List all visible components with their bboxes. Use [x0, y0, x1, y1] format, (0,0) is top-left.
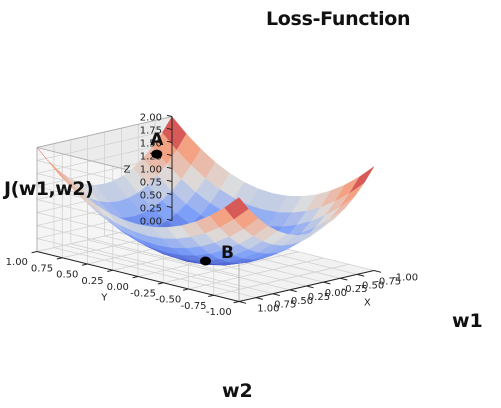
y-tick-mark [81, 263, 88, 266]
y-tick-mark [233, 301, 240, 304]
x-tick-mark [373, 270, 382, 273]
x-tick-mark [255, 297, 264, 300]
chart-title: Loss-Function [266, 8, 411, 30]
z-tick-mark [166, 153, 173, 156]
z-tick-mark [166, 166, 173, 169]
z-tick-mark [166, 127, 173, 130]
z-tick-mark [166, 179, 173, 182]
y-tick-label: 0.00 [107, 282, 129, 293]
y-tick-label: 1.00 [6, 257, 28, 268]
y-axis-annotation: w2 [222, 380, 253, 402]
z-tick-label: 1.25 [140, 152, 162, 163]
y-tick-mark [107, 269, 113, 272]
point-a-marker [151, 149, 163, 159]
x-axis-annotation: w1 [452, 310, 483, 332]
x-tick-label: 0.50 [291, 296, 313, 307]
surface-facet [349, 166, 375, 193]
grid-line-z-side [36, 238, 240, 289]
z-tick-label: 1.00 [140, 165, 162, 176]
y-tick-label: -0.50 [155, 295, 181, 306]
z-tick-label: 0.25 [140, 204, 162, 215]
y-tick-mark [56, 257, 63, 260]
x-tick-mark [272, 293, 280, 296]
z-tick-mark [166, 192, 173, 195]
x-tick-mark [356, 273, 365, 277]
z-axis-annotation: J(w1,w2) [4, 178, 94, 200]
y-tick-mark [157, 282, 164, 285]
y-tick-mark [31, 251, 38, 254]
point-b-marker [200, 256, 211, 266]
z-tick-mark [166, 140, 173, 143]
y-tick-mark [208, 294, 214, 297]
grid-line-y-floor [213, 263, 349, 296]
z-tick-label: 1.75 [140, 126, 162, 137]
grid-line-z-back [36, 142, 173, 174]
x-tick-label: 0.00 [325, 288, 347, 299]
z-tick-label: 2.00 [140, 113, 162, 124]
x-tick-label: -0.50 [358, 280, 384, 291]
x-tick-label: 0.75 [274, 300, 296, 311]
y-axis-label: Y [100, 292, 108, 303]
x-tick-mark [323, 281, 331, 285]
y-tick-label: 0.75 [31, 263, 53, 274]
pane-edge [36, 116, 173, 148]
marked-points: AB [150, 130, 234, 266]
y-tick-label: -0.25 [130, 288, 156, 299]
x-tick-label: -0.25 [342, 284, 368, 295]
z-tick-label: 1.50 [140, 139, 162, 150]
x-tick-label: -1.00 [392, 273, 418, 284]
grid-line-y-floor [163, 251, 299, 284]
grid-line-z-side [36, 225, 240, 276]
y-tick-mark [182, 288, 189, 291]
axis-ticks: -1.00-0.75-0.50-0.250.000.250.500.751.00… [6, 113, 418, 319]
y-tick-label: -1.00 [206, 307, 232, 318]
point-b-label: B [221, 243, 234, 263]
y-tick-label: 0.25 [81, 276, 103, 287]
x-tick-mark [289, 289, 297, 293]
x-tick-mark [306, 285, 314, 289]
y-tick-label: -0.75 [181, 301, 207, 312]
z-tick-label: 0.50 [140, 191, 162, 202]
x-axis-label: X [364, 297, 371, 308]
y-tick-mark [132, 276, 139, 279]
x-tick-label: 0.25 [308, 292, 330, 303]
x-tick-label: -0.75 [375, 276, 401, 287]
y-tick-label: 0.50 [56, 270, 78, 281]
point-a-label: A [150, 130, 164, 150]
z-axis-label: Z [124, 165, 131, 176]
z-tick-label: 0.75 [140, 178, 162, 189]
z-tick-mark [166, 218, 173, 221]
grid-line-y-floor [188, 257, 324, 290]
x-tick-label: 1.00 [257, 304, 279, 315]
x-tick-mark [238, 301, 247, 304]
z-tick-mark [166, 205, 173, 208]
x-tick-mark [340, 277, 348, 281]
z-tick-mark [166, 114, 173, 117]
z-tick-label: 0.00 [140, 217, 162, 228]
grid-line-z-back [36, 129, 173, 161]
